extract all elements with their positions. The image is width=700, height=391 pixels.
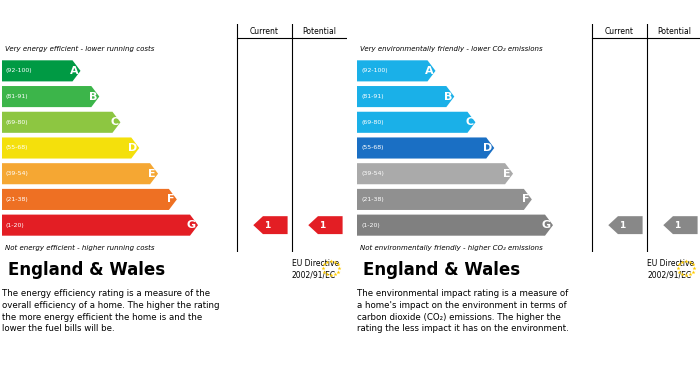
- Polygon shape: [357, 163, 513, 184]
- Text: (92-100): (92-100): [361, 68, 388, 74]
- Text: F: F: [522, 194, 530, 204]
- Text: 1: 1: [264, 221, 270, 230]
- Text: 1: 1: [674, 221, 680, 230]
- Text: (69-80): (69-80): [361, 120, 384, 125]
- Polygon shape: [2, 163, 158, 184]
- Text: A: A: [70, 66, 78, 76]
- Text: (39-54): (39-54): [361, 171, 384, 176]
- Text: (21-38): (21-38): [361, 197, 384, 202]
- Text: C: C: [466, 117, 473, 127]
- Text: Very environmentally friendly - lower CO₂ emissions: Very environmentally friendly - lower CO…: [360, 46, 542, 52]
- Text: (81-91): (81-91): [6, 94, 29, 99]
- Polygon shape: [357, 86, 454, 107]
- Text: E: E: [503, 169, 511, 179]
- Polygon shape: [357, 138, 494, 158]
- Polygon shape: [2, 60, 80, 81]
- Text: (81-91): (81-91): [361, 94, 384, 99]
- Polygon shape: [357, 112, 475, 133]
- Text: The environmental impact rating is a measure of
a home's impact on the environme: The environmental impact rating is a mea…: [357, 289, 568, 334]
- Text: Current: Current: [250, 27, 279, 36]
- Text: (92-100): (92-100): [6, 68, 33, 74]
- Text: 1: 1: [619, 221, 625, 230]
- Text: (21-38): (21-38): [6, 197, 29, 202]
- Text: D: D: [483, 143, 492, 153]
- Polygon shape: [357, 215, 553, 236]
- Text: Potential: Potential: [302, 27, 337, 36]
- Text: England & Wales: England & Wales: [363, 260, 520, 279]
- Text: (55-68): (55-68): [6, 145, 29, 151]
- Text: England & Wales: England & Wales: [8, 260, 165, 279]
- Text: (1-20): (1-20): [361, 222, 379, 228]
- Polygon shape: [2, 215, 198, 236]
- Polygon shape: [2, 189, 177, 210]
- Polygon shape: [608, 216, 643, 234]
- Text: G: G: [187, 220, 196, 230]
- Text: 2002/91/EC: 2002/91/EC: [292, 271, 336, 280]
- Text: 1: 1: [319, 221, 326, 230]
- Text: EU Directive: EU Directive: [647, 259, 694, 268]
- Text: Not environmentally friendly - higher CO₂ emissions: Not environmentally friendly - higher CO…: [360, 245, 542, 251]
- Text: Current: Current: [605, 27, 634, 36]
- Text: (39-54): (39-54): [6, 171, 29, 176]
- Polygon shape: [357, 189, 532, 210]
- Text: F: F: [167, 194, 175, 204]
- Text: (55-68): (55-68): [361, 145, 384, 151]
- Text: E: E: [148, 169, 156, 179]
- Text: G: G: [542, 220, 551, 230]
- Text: D: D: [128, 143, 137, 153]
- Text: EU Directive: EU Directive: [292, 259, 339, 268]
- Text: Very energy efficient - lower running costs: Very energy efficient - lower running co…: [5, 46, 155, 52]
- Text: Not energy efficient - higher running costs: Not energy efficient - higher running co…: [5, 245, 155, 251]
- Polygon shape: [664, 216, 698, 234]
- Text: Energy Efficiency Rating: Energy Efficiency Rating: [7, 7, 178, 20]
- Text: 2002/91/EC: 2002/91/EC: [647, 271, 691, 280]
- Text: (69-80): (69-80): [6, 120, 29, 125]
- Polygon shape: [2, 112, 120, 133]
- Polygon shape: [2, 86, 99, 107]
- Polygon shape: [2, 138, 139, 158]
- Text: B: B: [444, 91, 452, 102]
- Polygon shape: [357, 60, 435, 81]
- Text: C: C: [111, 117, 118, 127]
- Text: B: B: [89, 91, 97, 102]
- Text: The energy efficiency rating is a measure of the
overall efficiency of a home. T: The energy efficiency rating is a measur…: [2, 289, 220, 334]
- Polygon shape: [253, 216, 288, 234]
- Text: A: A: [425, 66, 433, 76]
- Text: Environmental Impact (CO₂) Rating: Environmental Impact (CO₂) Rating: [362, 7, 608, 20]
- Polygon shape: [308, 216, 342, 234]
- Text: (1-20): (1-20): [6, 222, 25, 228]
- Text: Potential: Potential: [657, 27, 692, 36]
